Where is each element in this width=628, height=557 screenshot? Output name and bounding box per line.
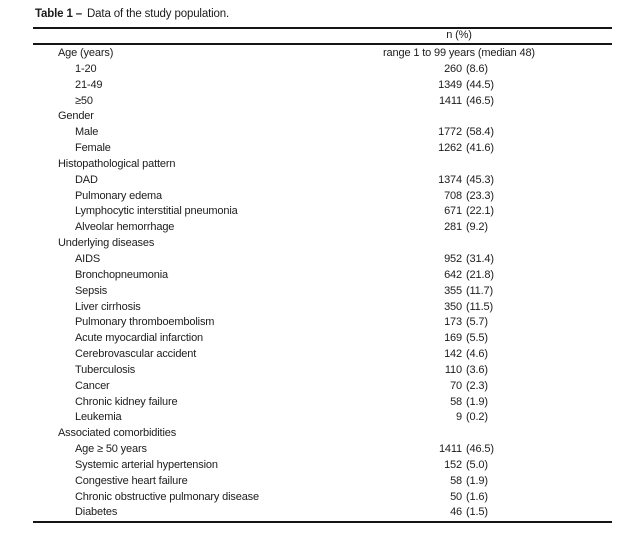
row-value: 46 (1.5) — [450, 506, 488, 519]
row-label: Gender — [58, 110, 94, 123]
row-value: 152 (5.0) — [444, 458, 488, 471]
row-value: 671 (22.1) — [444, 205, 494, 218]
table-row: Underlying diseases — [33, 236, 612, 252]
row-value: 58 (1.9) — [450, 474, 488, 487]
row-label: Acute myocardial infarction — [75, 332, 204, 345]
row-label: Pulmonary thromboembolism — [75, 316, 215, 329]
table-row: Cancer 70 (2.3) — [33, 379, 612, 395]
row-label: Lymphocytic interstitial pneumonia — [75, 205, 238, 218]
table-row: DAD 1374 (45.3) — [33, 173, 612, 189]
row-label: Bronchopneumonia — [75, 268, 169, 281]
row-value — [325, 109, 593, 125]
row-value: 1411 (46.5) — [438, 94, 494, 107]
row-label: ≥50 — [75, 94, 93, 107]
table-top-rule — [33, 27, 612, 29]
column-header-n-percent: n (%) — [446, 29, 472, 41]
row-value: 952 (31.4) — [444, 252, 494, 265]
row-value: 58 (1.9) — [450, 395, 488, 408]
row-label: DAD — [75, 173, 98, 186]
table-row: Pulmonary edema 708 (23.3) — [33, 189, 612, 205]
row-value: 1349 (44.5) — [438, 78, 494, 91]
table-body: Age (years) range 1 to 99 years (median … — [33, 46, 612, 521]
table-row: Liver cirrhosis 350 (11.5) — [33, 300, 612, 316]
row-label: Leukemia — [75, 411, 122, 424]
row-label: Cerebrovascular accident — [75, 348, 197, 361]
table-row: ≥50 1411 (46.5) — [33, 94, 612, 110]
row-label: Pulmonary edema — [75, 189, 163, 202]
row-value: range 1 to 99 years (median 48) — [383, 47, 535, 59]
row-value: 50 (1.6) — [450, 490, 488, 503]
row-value: 142 (4.6) — [444, 348, 488, 361]
table-title-number: Table 1 – — [35, 8, 83, 20]
row-value: 1411 (46.5) — [438, 443, 494, 456]
row-value: 173 (5.7) — [444, 316, 488, 329]
row-label: Age (years) — [58, 47, 114, 59]
table-row: Lymphocytic interstitial pneumonia 671 (2… — [33, 204, 612, 220]
table-row: Leukemia 9 (0.2) — [33, 410, 612, 426]
table-row: Female 1262 (41.6) — [33, 141, 612, 157]
row-value: 281 (9.2) — [444, 221, 488, 234]
row-label: Female — [75, 142, 111, 155]
row-label: Chronic obstructive pulmonary disease — [75, 490, 259, 503]
table-row: 21-49 1349 (44.5) — [33, 78, 612, 94]
table-row: Pulmonary thromboembolism 173 (5.7) — [33, 315, 612, 331]
table-row: Age (years) range 1 to 99 years (median … — [33, 46, 612, 62]
table-row: Age ≥ 50 years 1411 (46.5) — [33, 442, 612, 458]
row-label: 21-49 — [75, 78, 103, 91]
row-value: 1262 (41.6) — [438, 142, 494, 155]
row-label: Underlying diseases — [58, 237, 155, 250]
row-label: Male — [75, 126, 99, 139]
table-row: Systemic arterial hypertension 152 (5.0) — [33, 458, 612, 474]
row-value: 260 (8.6) — [444, 62, 488, 75]
table-row: Chronic kidney failure 58 (1.9) — [33, 395, 612, 411]
row-value: 1772 (58.4) — [438, 126, 494, 139]
row-value: 350 (11.5) — [444, 300, 494, 313]
table-row: Congestive heart failure 58 (1.9) — [33, 474, 612, 490]
table-row: Bronchopneumonia 642 (21.8) — [33, 268, 612, 284]
row-value — [325, 157, 593, 173]
row-label: Diabetes — [75, 506, 118, 519]
row-label: AIDS — [75, 252, 101, 265]
row-value: 70 (2.3) — [450, 379, 488, 392]
table-row: Gender — [33, 109, 612, 125]
row-value: 1374 (45.3) — [438, 173, 494, 186]
table-header-rule — [33, 43, 612, 45]
row-value — [325, 426, 593, 442]
row-label: Associated comorbidities — [58, 427, 177, 440]
row-label: Age ≥ 50 years — [75, 443, 147, 456]
table-row: Alveolar hemorrhage 281 (9.2) — [33, 220, 612, 236]
table-title-caption: Data of the study population. — [87, 8, 230, 20]
row-value: 355 (11.7) — [444, 284, 494, 297]
row-value: 169 (5.5) — [444, 332, 488, 345]
row-label: Congestive heart failure — [75, 474, 188, 487]
row-label: Histopathological pattern — [58, 157, 176, 170]
row-label: 1-20 — [75, 62, 97, 75]
table-row: AIDS 952 (31.4) — [33, 252, 612, 268]
row-label: Liver cirrhosis — [75, 300, 141, 313]
table-row: Male 1772 (58.4) — [33, 125, 612, 141]
row-label: Systemic arterial hypertension — [75, 458, 218, 471]
table-row: Cerebrovascular accident 142 (4.6) — [33, 347, 612, 363]
table-row: Sepsis 355 (11.7) — [33, 284, 612, 300]
table-row: Chronic obstructive pulmonary disease 50… — [33, 490, 612, 506]
table-row: Associated comorbidities — [33, 426, 612, 442]
table-row: Histopathological pattern — [33, 157, 612, 173]
table-row: 1-20 260 (8.6) — [33, 62, 612, 78]
table-row: Tuberculosis 110 (3.6) — [33, 363, 612, 379]
table-row: Acute myocardial infarction 169 (5.5) — [33, 331, 612, 347]
row-label: Tuberculosis — [75, 363, 136, 376]
row-value: 708 (23.3) — [444, 189, 494, 202]
table-title: Table 1 – Data of the study population. — [35, 8, 229, 20]
row-value: 9 (0.2) — [456, 411, 488, 424]
row-value: 642 (21.8) — [444, 268, 494, 281]
row-label: Cancer — [75, 379, 110, 392]
row-label: Alveolar hemorrhage — [75, 221, 175, 234]
table-bottom-rule — [33, 521, 612, 523]
row-value — [325, 236, 593, 252]
table-row: Diabetes 46 (1.5) — [33, 505, 612, 521]
row-value: 110 (3.6) — [444, 363, 488, 376]
row-label: Sepsis — [75, 284, 108, 297]
row-label: Chronic kidney failure — [75, 395, 178, 408]
